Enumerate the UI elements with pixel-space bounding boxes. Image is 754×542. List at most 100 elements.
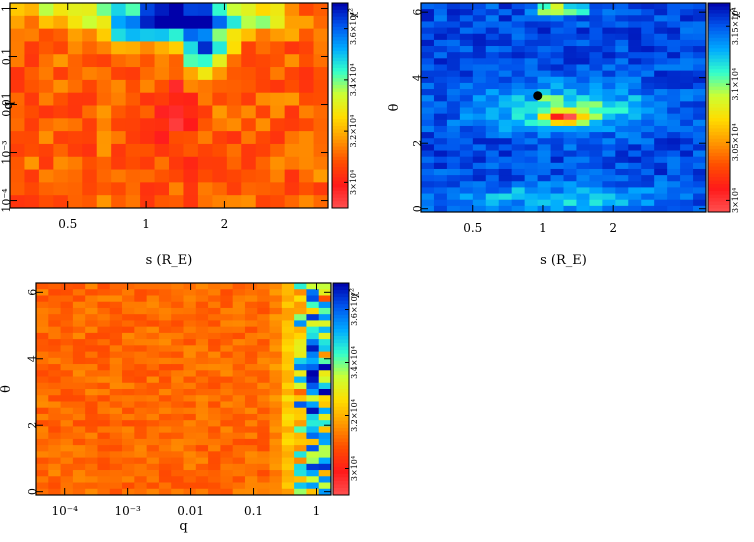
heatmap-cell — [38, 79, 54, 94]
heatmap-cell — [183, 432, 197, 440]
heatmap-cell — [628, 125, 642, 133]
heatmap-cell — [244, 376, 258, 384]
heatmap-cell — [241, 92, 257, 106]
x-tick-label: 10⁻⁴ — [51, 504, 78, 518]
heatmap-cell — [269, 289, 283, 296]
colorbar-step — [332, 71, 348, 76]
heatmap-cell — [48, 389, 61, 396]
heatmap-cell — [641, 21, 655, 28]
colorbar-step — [333, 399, 349, 404]
heatmap-cell — [433, 113, 448, 121]
heatmap-cell — [667, 181, 681, 188]
heatmap-cell — [667, 15, 681, 22]
heatmap-cell — [459, 156, 474, 164]
heatmap-cell — [111, 131, 127, 145]
heatmap-cell — [257, 364, 270, 371]
heatmap-cell — [146, 438, 160, 446]
heatmap-cell — [183, 395, 197, 402]
heatmap-cell — [628, 162, 642, 170]
heatmap-cell — [72, 470, 86, 477]
heatmap-cell — [269, 376, 283, 384]
heatmap-cell — [220, 295, 234, 303]
heatmap-cell — [654, 113, 668, 121]
colorbar-step — [333, 357, 349, 362]
heatmap-cell — [232, 382, 246, 390]
heatmap-cell — [169, 67, 184, 81]
heatmap-cell — [576, 113, 590, 121]
colorbar-step — [333, 332, 349, 337]
heatmap-cell — [48, 301, 61, 309]
heatmap-cell — [680, 132, 694, 139]
heatmap-cell — [197, 79, 213, 94]
heatmap-cell — [257, 432, 270, 440]
heatmap-cell — [421, 46, 435, 53]
heatmap-cell — [154, 28, 170, 42]
colorbar-step — [333, 350, 349, 355]
heatmap-cell — [146, 395, 160, 402]
heatmap-cell — [269, 426, 283, 434]
heatmap-cell — [36, 463, 49, 471]
heatmap-cell — [524, 132, 538, 139]
heatmap-cell — [53, 195, 69, 209]
heatmap-cell — [680, 64, 694, 72]
heatmap-cell — [140, 41, 155, 55]
heatmap-cell — [550, 9, 564, 16]
y-tick-label: 0.1 — [0, 48, 13, 66]
heatmap-cell — [667, 9, 681, 16]
heatmap-cell — [602, 52, 616, 59]
heatmap-cell — [169, 182, 184, 196]
heatmap-cell — [195, 457, 209, 465]
heatmap-cell — [96, 92, 112, 106]
heatmap-cell — [197, 92, 213, 106]
heatmap-cell — [244, 413, 258, 421]
heatmap-cell — [36, 345, 49, 352]
heatmap-cell — [111, 41, 127, 55]
heatmap-cell — [615, 187, 629, 194]
heatmap-cell — [122, 332, 135, 340]
heatmap-cell — [563, 119, 577, 127]
heatmap-cell — [97, 426, 111, 434]
heatmap-cell — [269, 413, 283, 421]
heatmap-cell — [269, 295, 283, 303]
heatmap-cell — [524, 162, 538, 170]
heatmap-cell — [158, 476, 172, 483]
colorbar-step — [708, 194, 730, 199]
colorbar-step — [333, 371, 349, 376]
heatmap-cell — [680, 101, 694, 108]
heatmap-cell — [67, 28, 83, 42]
heatmap-cell — [146, 326, 160, 334]
heatmap-cell — [667, 95, 681, 102]
heatmap-cell — [208, 364, 221, 371]
heatmap-cell — [589, 21, 603, 28]
heatmap-cell — [72, 482, 86, 490]
colorbar-step — [332, 95, 348, 100]
heatmap-cell — [498, 193, 513, 201]
heatmap-cell — [641, 89, 655, 96]
heatmap-cell — [550, 119, 564, 127]
heatmap-cell — [241, 131, 257, 145]
heatmap-cell — [226, 41, 242, 55]
heatmap-cell — [72, 320, 86, 328]
heatmap-cell — [313, 143, 329, 158]
heatmap-cell — [269, 463, 283, 471]
heatmap-cell — [294, 463, 307, 471]
heatmap-cell — [459, 58, 474, 65]
heatmap-cell — [421, 181, 435, 188]
heatmap-cell — [313, 182, 329, 196]
heatmap-cell — [241, 195, 257, 209]
colorbar-step — [333, 442, 349, 447]
heatmap-cell — [654, 119, 668, 127]
heatmap-cell — [109, 470, 123, 477]
heatmap-cell — [72, 382, 86, 390]
heatmap-cell — [281, 389, 295, 396]
heatmap-cell — [446, 175, 461, 182]
heatmap-cell — [628, 101, 642, 108]
heatmap-cell — [171, 382, 184, 390]
heatmap-cell — [299, 79, 314, 94]
heatmap-cell — [498, 144, 513, 151]
heatmap-cell — [36, 351, 49, 359]
heatmap-cell — [244, 457, 258, 465]
heatmap-cell — [257, 345, 270, 352]
heatmap-cell — [36, 382, 49, 390]
